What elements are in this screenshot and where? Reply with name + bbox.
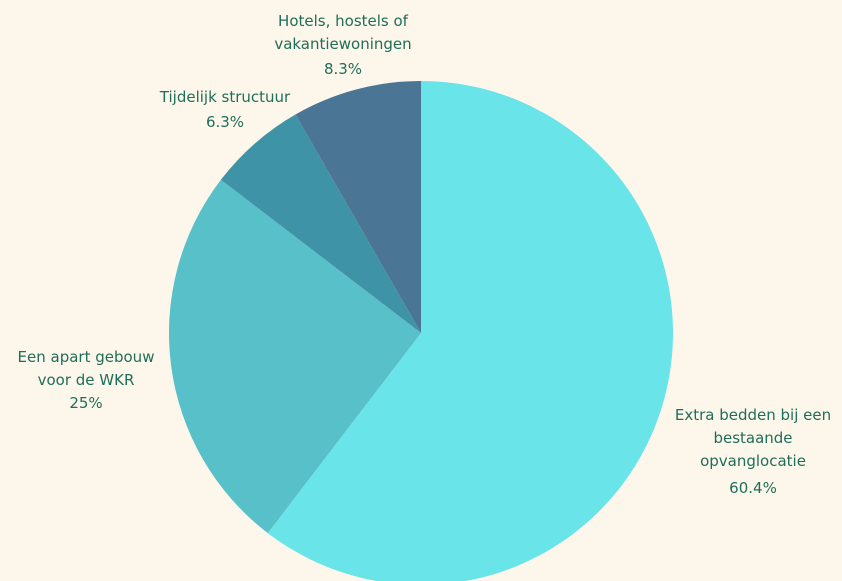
slice-label-hotels-hostels: Hotels, hostels of vakantiewoningen 8.3% xyxy=(253,10,433,81)
slice-label-line: bestaande xyxy=(713,429,793,447)
slice-value-label: 6.3% xyxy=(205,113,245,131)
slice-value-label: 8.3% xyxy=(323,60,363,78)
slice-label-line: Tijdelijk structuur xyxy=(159,88,291,106)
slice-value-label: 25% xyxy=(69,394,103,412)
slice-label-line: voor de WKR xyxy=(37,371,135,389)
slice-value-label: 60.4% xyxy=(729,479,777,497)
slice-label-line: vakantiewoningen xyxy=(274,35,412,53)
slice-label-line: Hotels, hostels of xyxy=(278,12,408,30)
pie-slice-extra-bedden xyxy=(267,81,673,581)
pie-slice-hotels-hostels xyxy=(295,81,421,333)
slice-label-line: opvanglocatie xyxy=(700,452,806,470)
slice-label-line: Een apart gebouw xyxy=(17,348,155,366)
pie-slice-tijdelijk-structuur xyxy=(220,114,421,333)
slice-label-line: Extra bedden bij een xyxy=(674,406,832,424)
pie-slice-apart-gebouw xyxy=(168,179,421,534)
slice-label-tijdelijk-structuur: Tijdelijk structuur 6.3% xyxy=(135,86,315,134)
slice-label-apart-gebouw: Een apart gebouw voor de WKR 25% xyxy=(6,346,166,415)
slice-label-extra-bedden: Extra bedden bij een bestaande opvangloc… xyxy=(668,404,838,500)
